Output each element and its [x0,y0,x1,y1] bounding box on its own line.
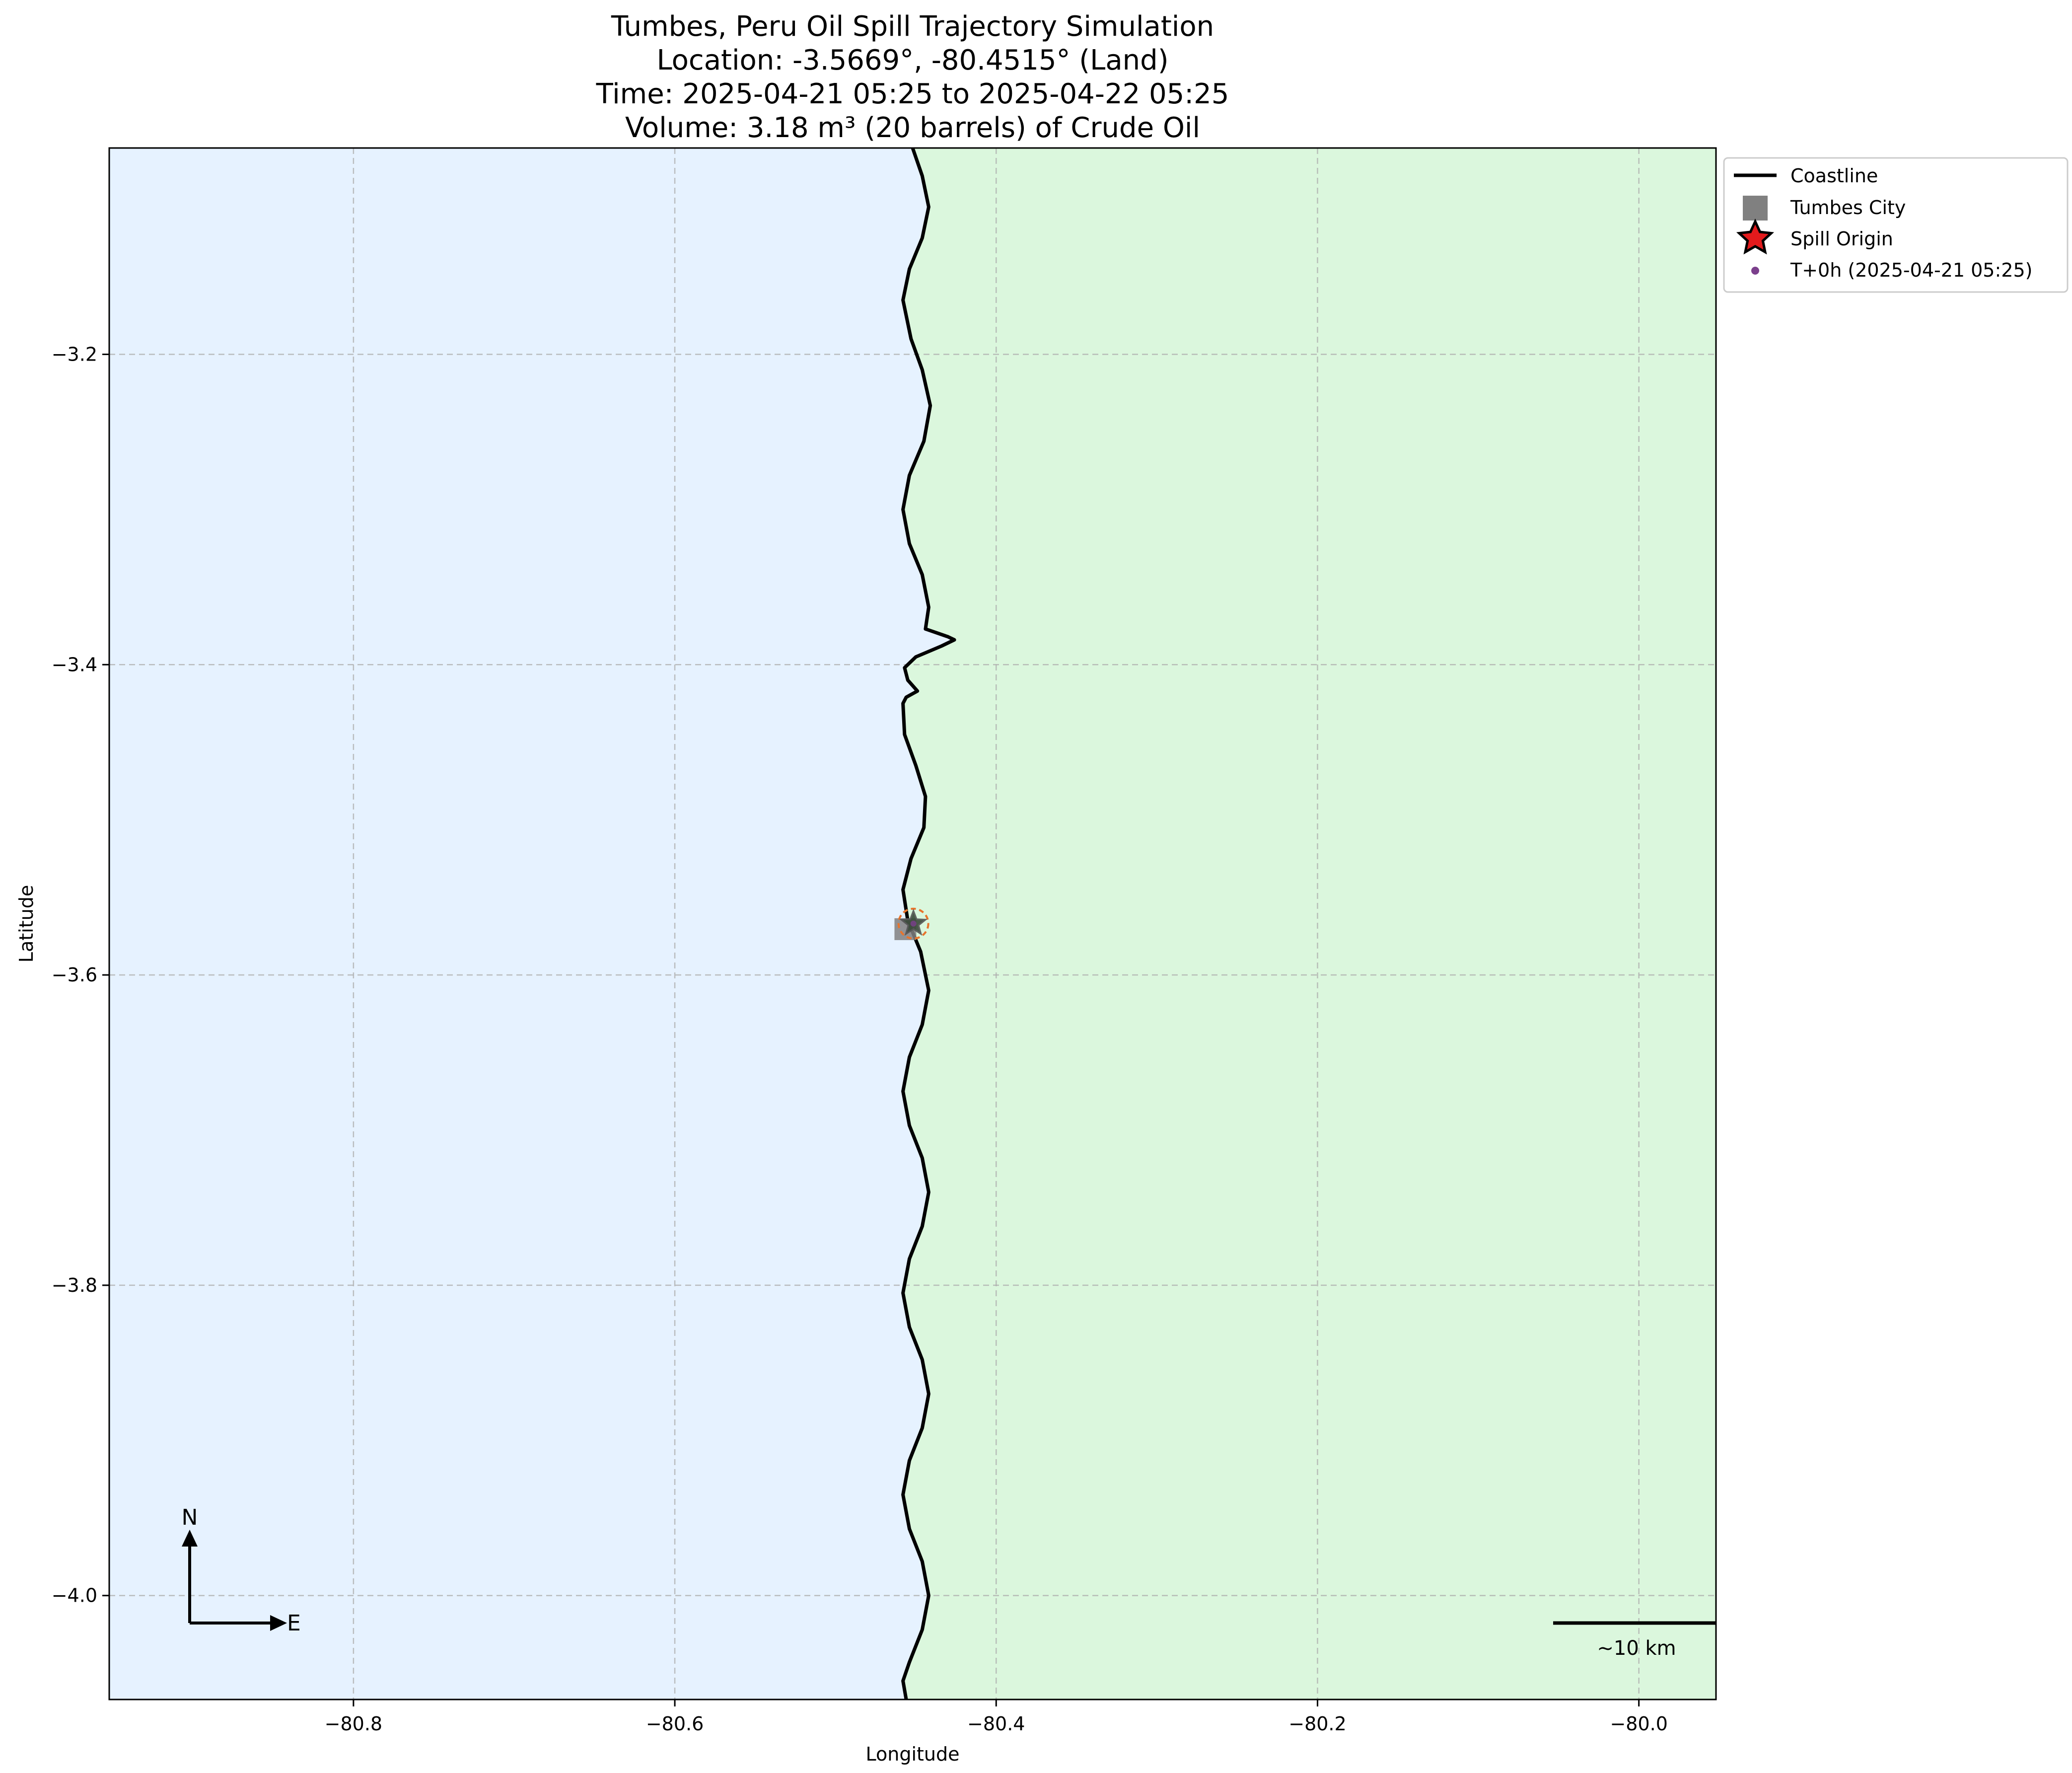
legend-frame [1723,157,2069,293]
compass-east-head [270,1615,287,1631]
legend: Coastline Tumbes City Spill Origin T+0h … [1723,157,2069,293]
y-tick-label: −3.8 [52,1274,97,1296]
compass-north-head [182,1530,198,1547]
legend-city-label: Tumbes City [1790,197,1906,219]
x-tick-label: −80.2 [1288,1713,1346,1735]
y-tick-label: −3.4 [52,654,97,675]
title-line-3: Time: 2025-04-21 05:25 to 2025-04-22 05:… [596,78,1229,110]
x-axis-label: Longitude [866,1743,960,1765]
x-tick-label: −80.6 [646,1713,704,1735]
coastline-line [901,148,956,1699]
legend-city-swatch [1743,196,1768,221]
title-line-4: Volume: 3.18 m³ (20 barrels) of Crude Oi… [625,112,1200,144]
y-tick-label: −3.6 [52,964,97,986]
x-tick-label: −80.8 [325,1713,382,1735]
y-tick-label: −4.0 [52,1585,97,1607]
compass-east-label: E [287,1611,301,1636]
x-axis: −80.8 −80.6 −80.4 −80.2 −80.0 [325,1699,1668,1735]
legend-particle-label: T+0h (2025-04-21 05:25) [1790,259,2032,281]
particle-marker [910,920,917,927]
scale-bar-label: ~10 km [1597,1637,1676,1660]
y-axis: −3.2 −3.4 −3.6 −3.8 −4.0 [52,343,109,1607]
legend-particle-swatch [1751,267,1759,275]
legend-coastline-label: Coastline [1790,165,1878,187]
x-tick-label: −80.0 [1610,1713,1667,1735]
legend-star-swatch [1736,218,1775,255]
x-tick-label: −80.4 [967,1713,1025,1735]
legend-spill-origin-label: Spill Origin [1790,228,1893,250]
chart-title: Tumbes, Peru Oil Spill Trajectory Simula… [596,10,1229,144]
grid [109,148,1716,1699]
land-area [903,148,1716,1699]
title-line-2: Location: -3.5669°, -80.4515° (Land) [656,44,1168,76]
compass-north-label: N [182,1505,198,1530]
compass: N E [182,1505,301,1636]
y-axis-label: Latitude [15,885,37,962]
y-tick-label: −3.2 [52,343,97,365]
title-line-1: Tumbes, Peru Oil Spill Trajectory Simula… [611,10,1214,43]
markers [894,907,929,940]
plot-frame [108,147,1717,1700]
scale-bar: ~10 km [1553,1621,1716,1660]
plot-area: N E ~10 km [108,147,1717,1700]
